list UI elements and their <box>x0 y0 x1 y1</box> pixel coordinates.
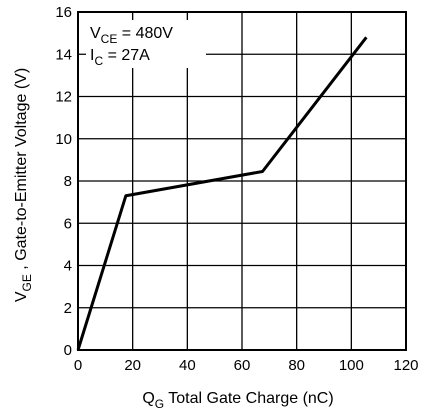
x-tick-label: 120 <box>393 357 418 374</box>
x-tick-label: 40 <box>179 357 196 374</box>
x-tick-labels: 0 20 40 60 80 100 120 <box>74 357 419 374</box>
y-tick-label: 12 <box>55 89 72 106</box>
y-tick-label: 14 <box>55 46 72 63</box>
x-tick-label: 80 <box>288 357 305 374</box>
y-axis-label: VGE , Gate-to-Emitter Voltage (V) <box>13 68 34 302</box>
annotation-ic-text: IC = 27A <box>90 47 150 68</box>
y-tick-label: 4 <box>64 258 72 275</box>
y-tick-label: 6 <box>64 215 72 232</box>
y-tick-label: 0 <box>64 342 72 359</box>
grid-lines <box>77 11 407 351</box>
x-tick-label: 100 <box>339 357 364 374</box>
y-tick-label: 10 <box>55 131 72 148</box>
x-axis-label: QG Total Gate Charge (nC) <box>142 390 333 411</box>
series-layer <box>76 36 368 351</box>
y-tick-label: 16 <box>55 4 72 21</box>
plot-frame <box>77 11 407 351</box>
x-tick-label: 20 <box>124 357 141 374</box>
annotation-vce-text: VCE = 480V <box>90 25 173 46</box>
y-tick-label: 2 <box>64 300 72 317</box>
y-tick-label: 8 <box>64 173 72 190</box>
x-tick-label: 0 <box>74 357 82 374</box>
x-tick-label: 60 <box>234 357 251 374</box>
series-line <box>76 36 368 351</box>
annotation-vce: VCE = 480V IC = 27A <box>86 20 206 68</box>
y-tick-labels: 0 2 4 6 8 10 12 14 16 <box>55 4 72 359</box>
